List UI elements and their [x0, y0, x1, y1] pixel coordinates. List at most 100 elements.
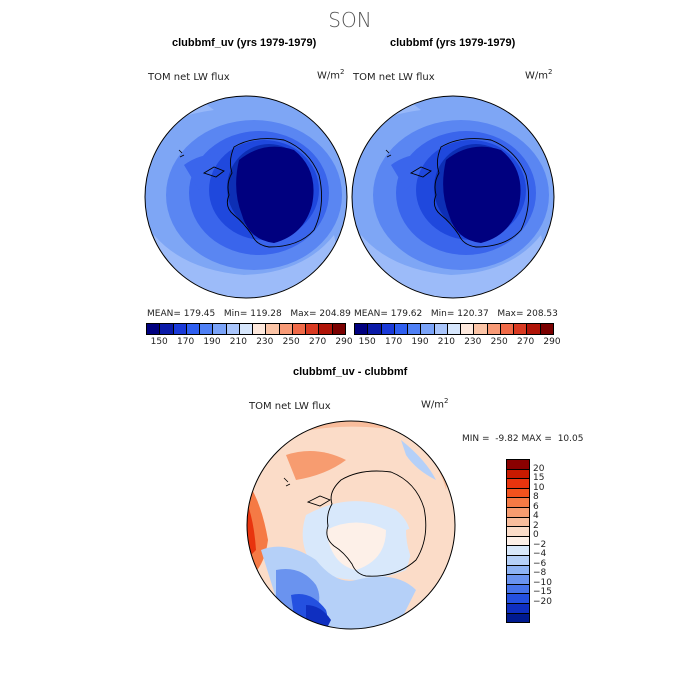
- colorbar-tick-label: −4: [533, 549, 547, 560]
- diff-variable-label: TOM net LW flux: [249, 401, 331, 412]
- colorbar-tick-label: 0: [533, 530, 539, 541]
- colorbar-swatch: [474, 324, 488, 334]
- panel2-variable-label: TOM net LW flux: [353, 72, 435, 83]
- colorbar-tick-label: −2: [533, 539, 547, 550]
- panel1-title: clubbmf_uv (yrs 1979-1979): [172, 37, 317, 49]
- colorbar-swatch: [408, 324, 422, 334]
- colorbar-swatch: [173, 324, 187, 334]
- colorbar-tick-label: 190: [411, 337, 429, 347]
- panel1-colorbar-ticks: 150 170 190 210 230 250 270 290: [146, 337, 353, 349]
- colorbar-swatch: [381, 324, 395, 334]
- colorbar-swatch: [487, 324, 501, 334]
- colorbar-swatch: [507, 488, 529, 499]
- colorbar-swatch: [507, 594, 529, 604]
- colorbar-swatch: [527, 324, 541, 334]
- colorbar-tick-label: 150: [358, 337, 376, 347]
- panel1-variable-label: TOM net LW flux: [148, 72, 230, 83]
- colorbar-swatch: [507, 527, 529, 537]
- panel2-polar-map: [351, 95, 555, 299]
- colorbar-swatch: [186, 324, 201, 334]
- colorbar-tick-label: 190: [203, 337, 221, 347]
- colorbar-swatch: [147, 324, 161, 334]
- colorbar-swatch: [239, 324, 254, 334]
- colorbar-swatch: [507, 613, 529, 623]
- panel1-unit-label: W/m2: [317, 68, 345, 82]
- colorbar-swatch: [507, 536, 529, 547]
- colorbar-swatch: [394, 324, 409, 334]
- colorbar-tick-label: −15: [533, 587, 552, 598]
- colorbar-swatch: [421, 324, 435, 334]
- colorbar-swatch: [507, 555, 529, 566]
- colorbar-tick-label: 170: [177, 337, 195, 347]
- colorbar-tick-label: −20: [533, 596, 552, 607]
- colorbar-tick-label: 8: [533, 492, 539, 503]
- colorbar-tick-label: 2: [533, 520, 539, 531]
- panel2-title: clubbmf (yrs 1979-1979): [390, 37, 516, 49]
- colorbar-swatch: [447, 324, 462, 334]
- panel2-colorbar: [354, 323, 554, 335]
- colorbar-tick-label: 6: [533, 501, 539, 512]
- colorbar-tick-label: 250: [490, 337, 508, 347]
- colorbar-swatch: [507, 603, 529, 614]
- colorbar-swatch: [355, 324, 369, 334]
- season-title: SON: [328, 8, 372, 32]
- panel2-unit-label: W/m2: [525, 68, 553, 82]
- colorbar-swatch: [332, 324, 345, 334]
- diff-stats: MIN = -9.82 MAX = 10.05: [462, 434, 584, 444]
- colorbar-swatch: [507, 507, 529, 518]
- colorbar-swatch: [279, 324, 293, 334]
- colorbar-tick-label: 270: [517, 337, 535, 347]
- colorbar-tick-label: −6: [533, 558, 547, 569]
- colorbar-tick-label: 15: [533, 473, 545, 484]
- colorbar-tick-label: 290: [543, 337, 561, 347]
- colorbar-swatch: [514, 324, 528, 334]
- colorbar-swatch: [507, 546, 529, 556]
- diff-polar-map: [246, 420, 456, 630]
- colorbar-tick-label: 270: [309, 337, 327, 347]
- colorbar-tick-label: 290: [335, 337, 353, 347]
- panel1-polar-map: [144, 95, 348, 299]
- colorbar-swatch: [507, 469, 529, 480]
- colorbar-swatch: [507, 575, 529, 585]
- colorbar-swatch: [500, 324, 515, 334]
- diff-colorbar-ticks: 20 15 10 8 6 4 2 0 −2 −4 −6 −8 −10 −15 −20: [533, 459, 573, 621]
- colorbar-swatch: [160, 324, 174, 334]
- colorbar-tick-label: 250: [282, 337, 300, 347]
- colorbar-swatch: [507, 479, 529, 489]
- diff-colorbar: [506, 459, 530, 623]
- diff-title: clubbmf_uv - clubbmf: [293, 366, 408, 378]
- colorbar-swatch: [213, 324, 227, 334]
- colorbar-tick-label: 230: [256, 337, 274, 347]
- colorbar-tick-label: 10: [533, 482, 545, 493]
- panel1-colorbar: [146, 323, 346, 335]
- colorbar-swatch: [368, 324, 382, 334]
- panel2-colorbar-ticks: 150 170 190 210 230 250 270 290: [354, 337, 561, 349]
- colorbar-tick-label: 20: [533, 463, 545, 474]
- diff-unit-label: W/m2: [421, 397, 449, 411]
- panel2-stats: MEAN= 179.62 Min= 120.37 Max= 208.53: [354, 309, 558, 319]
- colorbar-swatch: [540, 324, 553, 334]
- colorbar-swatch: [434, 324, 448, 334]
- colorbar-swatch: [200, 324, 214, 334]
- colorbar-tick-label: −8: [533, 568, 547, 579]
- colorbar-swatch: [507, 565, 529, 576]
- colorbar-tick-label: 230: [464, 337, 482, 347]
- colorbar-swatch: [507, 517, 529, 528]
- colorbar-swatch: [507, 460, 529, 470]
- colorbar-swatch: [461, 324, 475, 334]
- colorbar-swatch: [306, 324, 320, 334]
- colorbar-swatch: [253, 324, 267, 334]
- colorbar-swatch: [507, 498, 529, 508]
- colorbar-tick-label: −10: [533, 577, 552, 588]
- colorbar-swatch: [319, 324, 333, 334]
- colorbar-tick-label: 4: [533, 511, 539, 522]
- panel1-stats: MEAN= 179.45 Min= 119.28 Max= 204.89: [147, 309, 351, 319]
- colorbar-swatch: [292, 324, 307, 334]
- colorbar-tick-label: 170: [385, 337, 403, 347]
- colorbar-tick-label: 210: [229, 337, 247, 347]
- colorbar-swatch: [226, 324, 240, 334]
- colorbar-tick-label: 150: [150, 337, 168, 347]
- colorbar-swatch: [507, 584, 529, 595]
- colorbar-swatch: [266, 324, 280, 334]
- colorbar-tick-label: 210: [437, 337, 455, 347]
